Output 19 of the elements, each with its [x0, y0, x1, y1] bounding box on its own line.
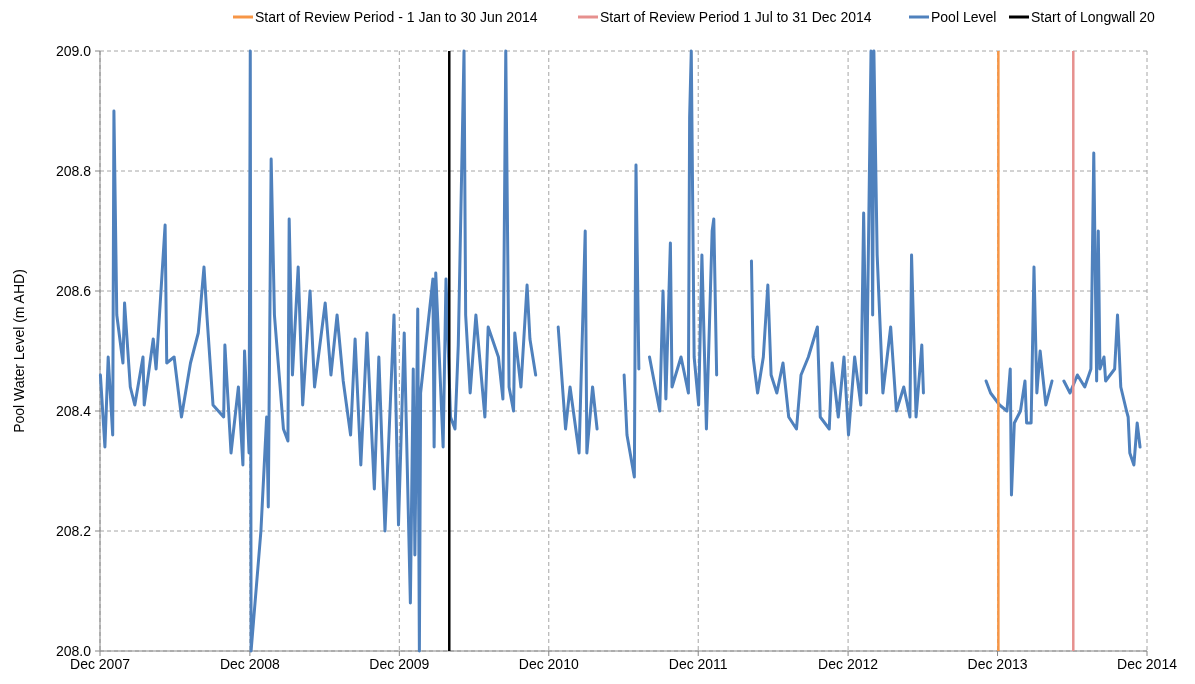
- x-tick-label: Dec 2010: [518, 656, 579, 672]
- y-tick-label: 208.0: [55, 643, 92, 659]
- y-tick-label: 208.8: [55, 163, 92, 179]
- y-tick-label: 208.2: [55, 523, 92, 539]
- x-tick-label: Dec 2012: [818, 656, 879, 672]
- legend-label: Start of Review Period - 1 Jan to 30 Jun 2014: [255, 9, 538, 25]
- x-tick-label: Dec 2007: [70, 656, 131, 672]
- legend-label: Start of Longwall 20: [1031, 9, 1155, 25]
- x-tick-label: Dec 2009: [369, 656, 430, 672]
- y-tick-label: 209.0: [55, 43, 92, 59]
- legend-label: Pool Level: [931, 9, 997, 25]
- legend-label: Start of Review Period 1 Jul to 31 Dec 2014: [600, 9, 872, 25]
- x-tick-label: Dec 2014: [1117, 656, 1178, 672]
- y-tick-label: 208.4: [55, 403, 92, 419]
- y-axis-title: Pool Water Level (m AHD): [11, 269, 27, 433]
- y-tick-label: 208.6: [55, 283, 92, 299]
- x-tick-label: Dec 2008: [219, 656, 281, 672]
- x-tick-label: Dec 2013: [967, 656, 1028, 672]
- x-tick-label: Dec 2011: [668, 656, 728, 672]
